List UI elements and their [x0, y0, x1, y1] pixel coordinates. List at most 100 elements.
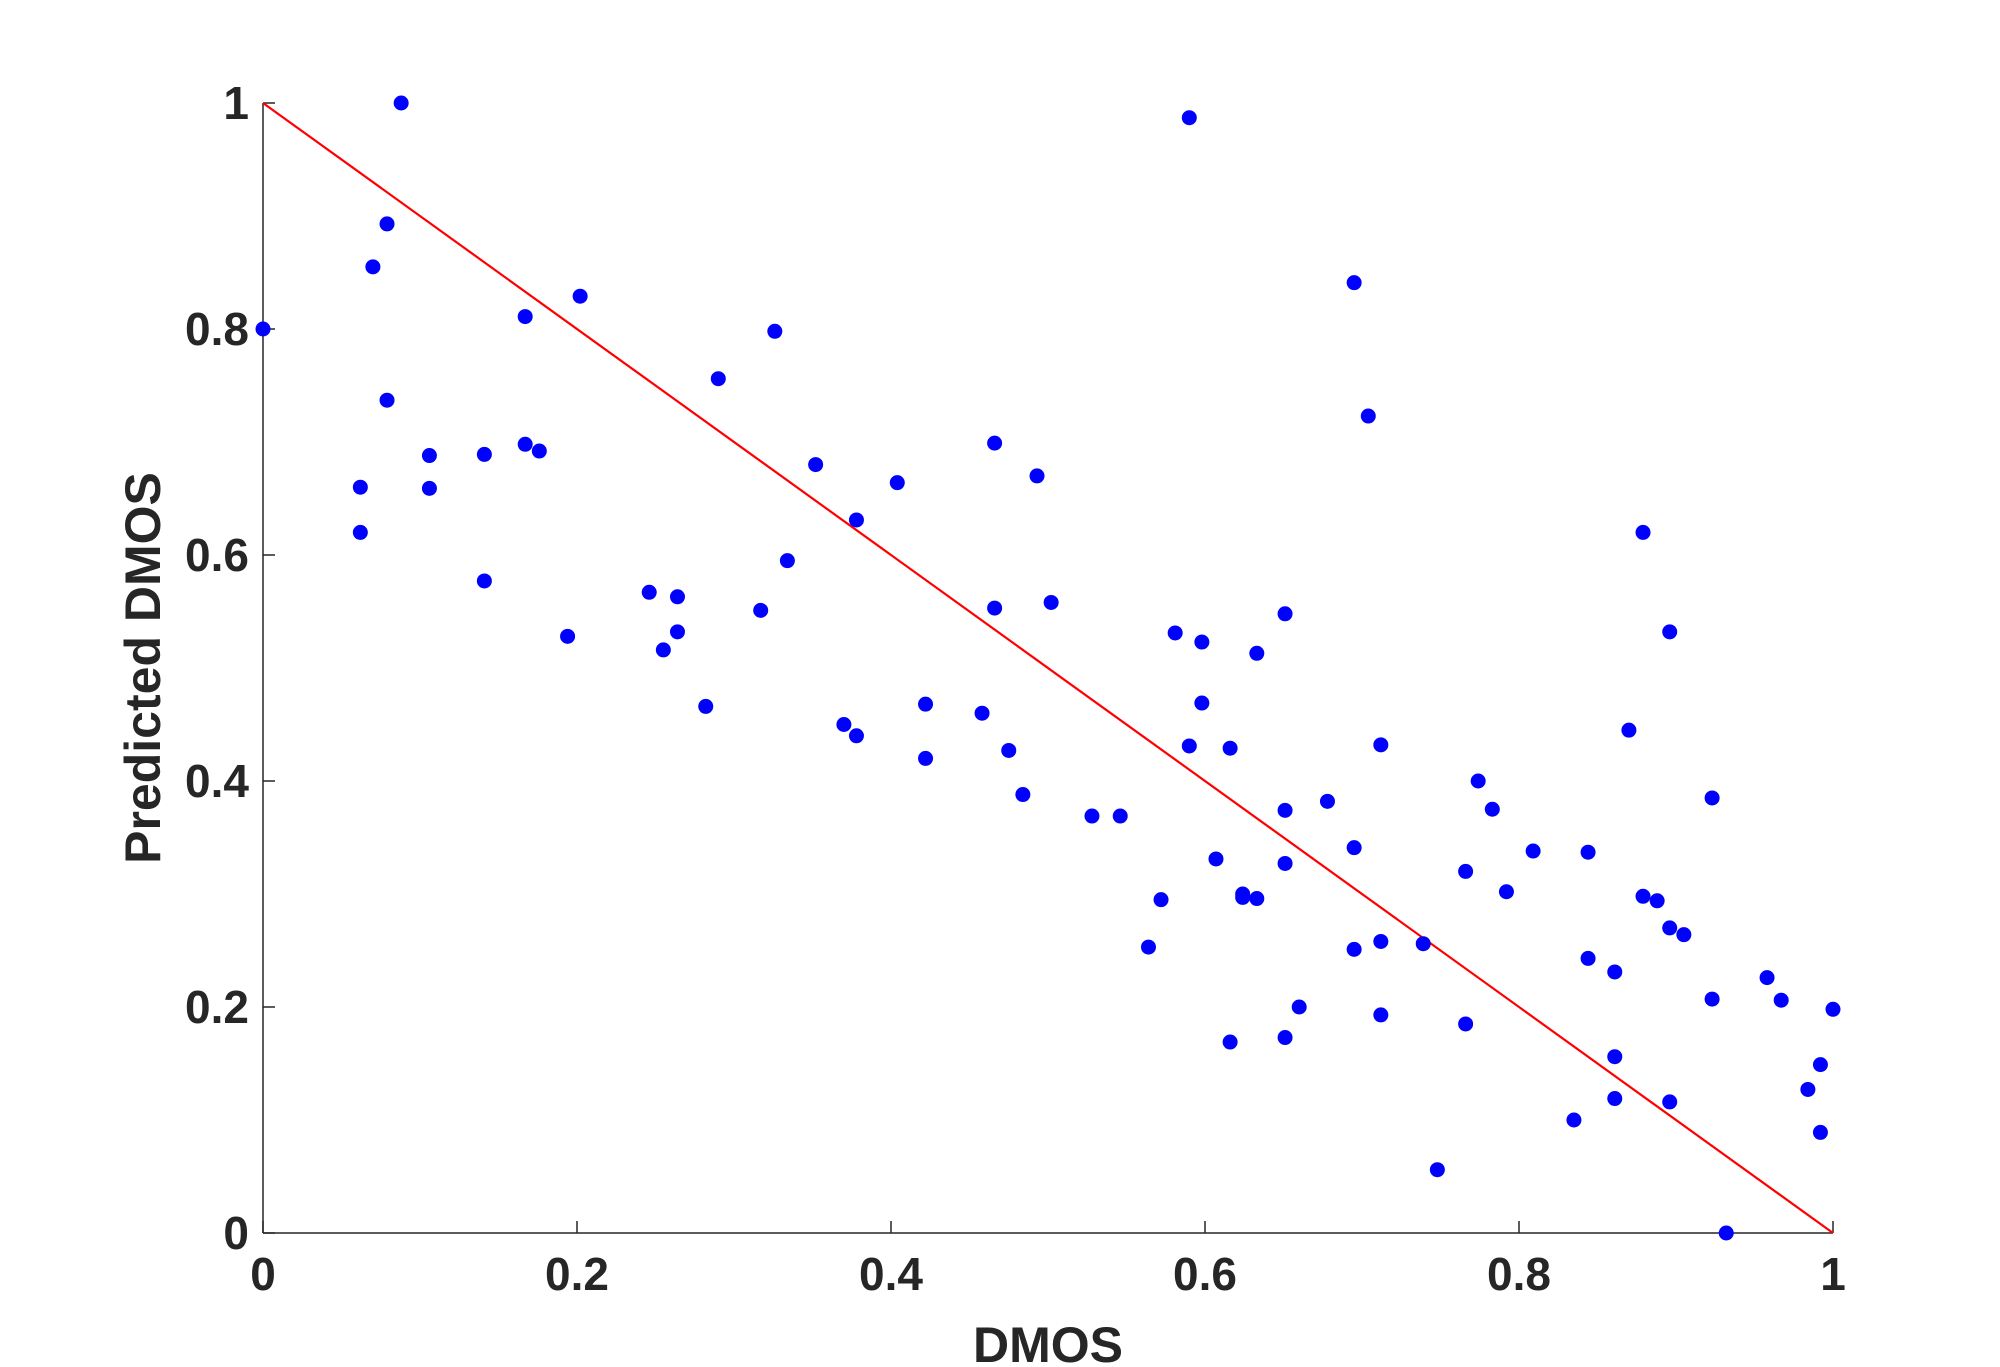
data-point: [1458, 863, 1474, 879]
data-point: [1112, 808, 1128, 824]
data-point: [560, 628, 576, 644]
data-point: [655, 642, 671, 658]
data-point: [1208, 851, 1224, 867]
data-point: [352, 524, 368, 540]
data-point: [1346, 941, 1362, 957]
y-tick-label: 1: [223, 77, 249, 129]
data-point: [352, 479, 368, 495]
data-point: [517, 436, 533, 452]
data-point: [1346, 840, 1362, 856]
data-point: [1277, 802, 1293, 818]
data-point: [1525, 843, 1541, 859]
data-point: [1662, 1094, 1678, 1110]
x-tick-label: 0.4: [859, 1248, 923, 1300]
data-point: [779, 553, 795, 569]
data-point: [1194, 634, 1210, 650]
data-point: [1015, 787, 1031, 803]
data-point: [1607, 1049, 1623, 1065]
data-point: [1635, 524, 1651, 540]
data-point: [987, 435, 1003, 451]
data-point: [1029, 468, 1045, 484]
data-point: [1800, 1081, 1816, 1097]
data-point: [1001, 742, 1017, 758]
data-point: [1759, 970, 1775, 986]
data-point: [1580, 950, 1596, 966]
data-point: [255, 321, 271, 337]
data-point: [1194, 695, 1210, 711]
data-point: [1429, 1162, 1445, 1178]
data-point: [918, 750, 934, 766]
data-point: [421, 480, 437, 496]
data-point: [1043, 594, 1059, 610]
data-point: [1607, 1091, 1623, 1107]
data-point: [1676, 927, 1692, 943]
data-point: [1084, 808, 1100, 824]
data-point: [1373, 737, 1389, 753]
data-point: [848, 728, 864, 744]
data-point: [669, 589, 685, 605]
data-point: [1153, 892, 1169, 908]
data-point: [1249, 891, 1265, 907]
data-point: [1415, 936, 1431, 952]
x-axis-title: DMOS: [973, 1317, 1123, 1367]
x-tick-label: 0.6: [1173, 1248, 1237, 1300]
data-point: [753, 602, 769, 618]
data-point: [1319, 793, 1335, 809]
data-point: [1235, 889, 1251, 905]
data-point: [531, 443, 547, 459]
data-point: [1635, 888, 1651, 904]
data-point: [1662, 920, 1678, 936]
data-point: [1484, 801, 1500, 817]
data-point: [1498, 884, 1514, 900]
y-tick-label: 0.4: [185, 755, 249, 807]
y-tick-label: 0.6: [185, 529, 249, 581]
data-point: [987, 600, 1003, 616]
data-point: [1812, 1057, 1828, 1073]
data-point: [572, 288, 588, 304]
data-point: [974, 705, 990, 721]
data-point: [1649, 893, 1665, 909]
data-point: [1277, 855, 1293, 871]
data-point: [848, 512, 864, 528]
data-point: [365, 259, 381, 275]
data-point: [379, 392, 395, 408]
data-point: [1812, 1124, 1828, 1140]
data-point: [1773, 992, 1789, 1008]
data-point: [1291, 999, 1307, 1015]
data-point: [1373, 1007, 1389, 1023]
data-point: [1360, 408, 1376, 424]
data-point: [1249, 645, 1265, 661]
data-point: [710, 371, 726, 387]
data-point: [1458, 1016, 1474, 1032]
data-point: [476, 446, 492, 462]
data-point: [1140, 939, 1156, 955]
x-tick-label: 0.8: [1487, 1248, 1551, 1300]
data-point: [1580, 844, 1596, 860]
data-point: [1222, 1034, 1238, 1050]
y-tick-label: 0.2: [185, 981, 249, 1033]
data-point: [517, 309, 533, 325]
x-tick-label: 0.2: [545, 1248, 609, 1300]
data-point: [1373, 933, 1389, 949]
data-point: [669, 624, 685, 640]
y-axis-title: Predicted DMOS: [115, 472, 171, 864]
data-point: [1621, 722, 1637, 738]
data-point: [767, 323, 783, 339]
data-point: [1167, 625, 1183, 641]
data-point: [1566, 1112, 1582, 1128]
x-tick-group: 0 0.2 0.4 0.6 0.8 1: [250, 1221, 1846, 1300]
data-point: [1181, 110, 1197, 126]
data-point: [1346, 275, 1362, 291]
y-tick-label: 0.8: [185, 303, 249, 355]
data-point: [698, 698, 714, 714]
x-tick-label: 1: [1820, 1248, 1846, 1300]
data-point: [1470, 773, 1486, 789]
reference-line: [262, 102, 1834, 1234]
data-point: [1704, 790, 1720, 806]
data-point: [1222, 740, 1238, 756]
data-point: [641, 584, 657, 600]
data-points: [255, 95, 1841, 1241]
y-tick-group: 0 0.2 0.4 0.6 0.8 1: [185, 77, 275, 1259]
